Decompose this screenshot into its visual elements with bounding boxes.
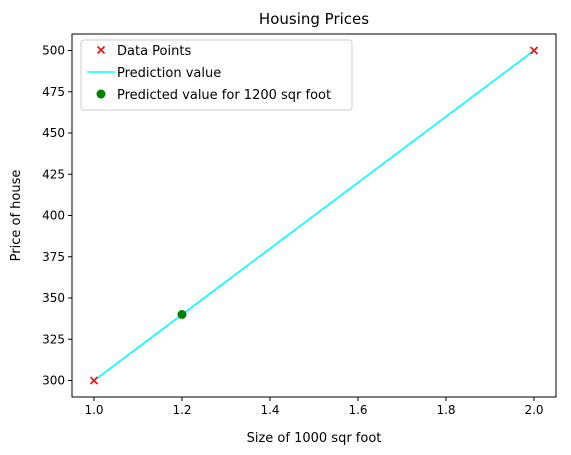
x-tick-label: 1.6 (348, 403, 367, 417)
axis-ticks: 1.0 1.2 1.4 1.6 1.8 2.0 300 325 350 375 400 425 450 4… (42, 44, 543, 418)
chart-title: Housing Prices (259, 10, 369, 28)
legend-label: Data Points (117, 44, 191, 59)
prediction-line (93, 49, 535, 382)
x-tick-label: 1.0 (84, 403, 103, 417)
data-point-marker (89, 376, 99, 385)
y-tick-label: 300 (42, 374, 65, 388)
y-tick-label: 325 (42, 332, 65, 346)
x-axis-label: Size of 1000 sqr foot (247, 431, 382, 446)
legend-key-dot (96, 89, 106, 99)
x-tick-label: 1.2 (172, 403, 191, 417)
legend-label: Prediction value (117, 66, 221, 81)
x-tick-label: 1.8 (436, 403, 455, 417)
y-tick-label: 475 (42, 85, 65, 99)
series-layer (89, 46, 539, 385)
legend: Data Points Prediction value Predicted val… (80, 39, 353, 111)
x-tick-label: 1.4 (260, 403, 279, 417)
x-tick-label: 2.0 (524, 403, 543, 417)
legend-key-x (96, 45, 106, 55)
data-point-marker (529, 46, 539, 55)
y-axis-label: Price of house (9, 170, 24, 262)
legend-label: Predicted value for 1200 sqr foot (117, 88, 331, 103)
y-tick-label: 400 (42, 209, 65, 223)
legend-box (80, 39, 353, 111)
predicted-point-marker (177, 310, 187, 319)
y-tick-label: 450 (42, 126, 65, 140)
y-tick-label: 375 (42, 250, 65, 264)
y-tick-label: 425 (42, 167, 65, 181)
y-tick-label: 350 (42, 291, 65, 305)
y-tick-label: 500 (42, 44, 65, 58)
